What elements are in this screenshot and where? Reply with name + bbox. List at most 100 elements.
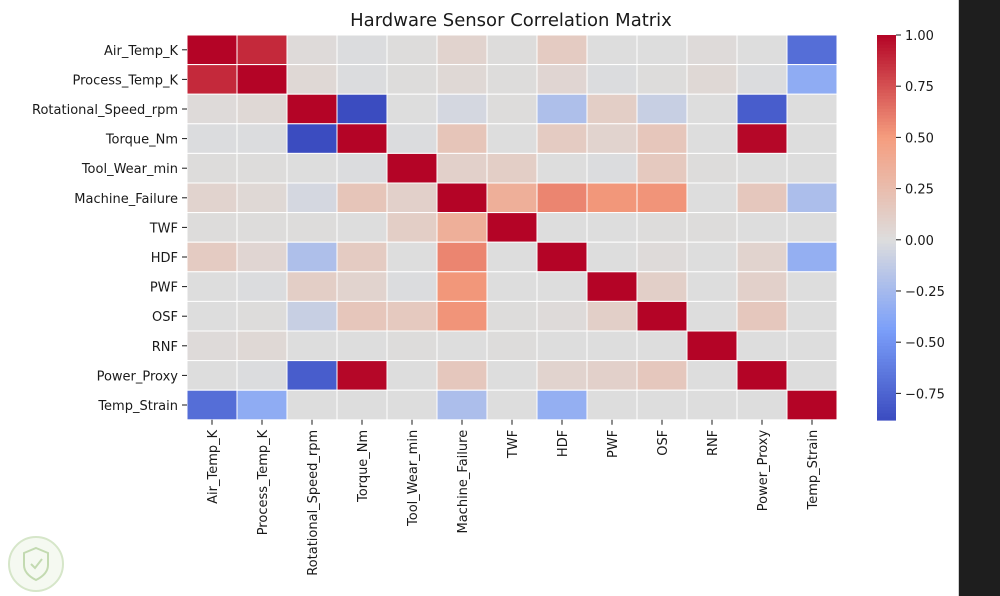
colorbar-segment	[877, 282, 896, 286]
colorbar-segment	[877, 214, 896, 219]
colorbar-segment	[877, 166, 896, 171]
colorbar-segment	[877, 134, 896, 139]
colorbar-segment	[877, 230, 896, 235]
heatmap-cell	[686, 123, 738, 154]
heatmap-cell	[486, 152, 538, 184]
heatmap-cell	[536, 123, 588, 154]
heatmap-cell	[236, 241, 288, 273]
heatmap-cell	[186, 123, 238, 154]
heatmap-cell	[736, 241, 788, 273]
heatmap-cell	[736, 271, 788, 302]
heatmap-cell	[486, 271, 538, 302]
colorbar-segment	[877, 172, 896, 177]
heatmap-cell	[536, 152, 588, 184]
heatmap-cell	[186, 300, 238, 332]
heatmap-cell	[436, 34, 488, 66]
colorbar-segment	[877, 314, 896, 318]
colorbar-segment	[877, 73, 896, 78]
colorbar-segment	[877, 320, 896, 325]
shield-icon	[23, 546, 49, 582]
heatmap-cell	[586, 360, 638, 391]
heatmap-cell	[336, 330, 388, 362]
colorbar-segment	[877, 375, 896, 379]
heatmap-cell	[686, 330, 738, 362]
heatmap-cell	[286, 34, 338, 66]
heatmap-cell	[536, 64, 588, 95]
colorbar-segment	[877, 160, 896, 164]
colorbar-segment	[877, 38, 896, 43]
colorbar-segment	[877, 60, 896, 65]
heatmap-cell	[736, 64, 788, 95]
colorbar-segment	[877, 249, 896, 254]
heatmap-cell	[186, 93, 238, 125]
colorbar-segment	[877, 83, 896, 87]
heatmap-cell	[586, 182, 638, 214]
colorbar-segment	[877, 272, 896, 277]
colorbar-segment	[877, 147, 896, 152]
colorbar-segment	[877, 346, 896, 351]
heatmap-cell	[336, 360, 388, 391]
colorbar-segment	[877, 192, 896, 197]
heatmap-cell	[286, 271, 338, 302]
colorbar-segment	[877, 35, 896, 39]
column-labels: Air_Temp_K Process_Temp_K Rotational_Speed…	[206, 419, 821, 576]
row-label: Temp_Strain	[97, 399, 178, 414]
heatmap-cell	[686, 212, 738, 243]
heatmap-cell	[436, 241, 488, 273]
colorbar-segment	[877, 391, 896, 395]
colorbar-segment	[877, 301, 896, 306]
heatmap-cell	[686, 64, 738, 95]
heatmap-cell	[786, 330, 838, 362]
heatmap-cell	[236, 300, 288, 332]
colorbar-segment	[877, 79, 896, 84]
colorbar-segment	[877, 179, 896, 184]
colorbar-segment	[877, 131, 896, 136]
colorbar-segment	[877, 227, 896, 232]
colorbar-segment	[877, 326, 896, 331]
heatmap-cell	[786, 93, 838, 125]
colorbar-segment	[877, 217, 896, 222]
colorbar-segment	[877, 336, 896, 341]
colorbar-segment	[877, 124, 896, 129]
heatmap-cell	[236, 93, 288, 125]
colorbar-segment	[877, 176, 896, 180]
colorbar-segment	[877, 371, 896, 376]
column-label: Torque_Nm	[356, 430, 371, 503]
heatmap-cell	[186, 389, 238, 421]
row-label: Machine_Failure	[74, 192, 178, 207]
colorbar-segment	[877, 307, 896, 312]
colorbar-segment	[877, 310, 896, 315]
colorbar-segment	[877, 365, 896, 370]
colorbar-segment	[877, 291, 896, 296]
column-label: OSF	[656, 430, 671, 456]
colorbar-segment	[877, 44, 896, 49]
heatmap-cell	[436, 389, 488, 421]
colorbar-segment	[877, 352, 896, 357]
colorbar-segment	[877, 140, 896, 145]
colorbar-segment	[877, 359, 896, 363]
heatmap-cell	[736, 389, 788, 421]
colorbar-segment	[877, 63, 896, 68]
colorbar-tick-label: 0.00	[905, 234, 934, 249]
heatmap-cell	[386, 360, 438, 391]
heatmap-cell	[386, 93, 438, 125]
heatmap-cell	[586, 34, 638, 66]
colorbar-segment	[877, 339, 896, 344]
heatmap-cell	[286, 182, 338, 214]
heatmap-cell	[786, 389, 838, 421]
heatmap-cell	[436, 182, 488, 214]
colorbar-segment	[877, 349, 896, 354]
heatmap-cell	[586, 300, 638, 332]
colorbar-segment	[877, 362, 896, 367]
watermark-logo	[8, 536, 64, 592]
colorbar-segment	[877, 330, 896, 334]
heatmap-cell	[736, 123, 788, 154]
colorbar-tick-label: 0.50	[905, 131, 934, 146]
heatmap-cell	[336, 241, 388, 273]
heatmap-cell	[186, 271, 238, 302]
heatmap-cell	[486, 360, 538, 391]
heatmap-cell	[636, 182, 688, 214]
column-label: TWF	[506, 430, 521, 459]
colorbar-segment	[877, 99, 896, 103]
colorbar-segment	[877, 86, 896, 91]
